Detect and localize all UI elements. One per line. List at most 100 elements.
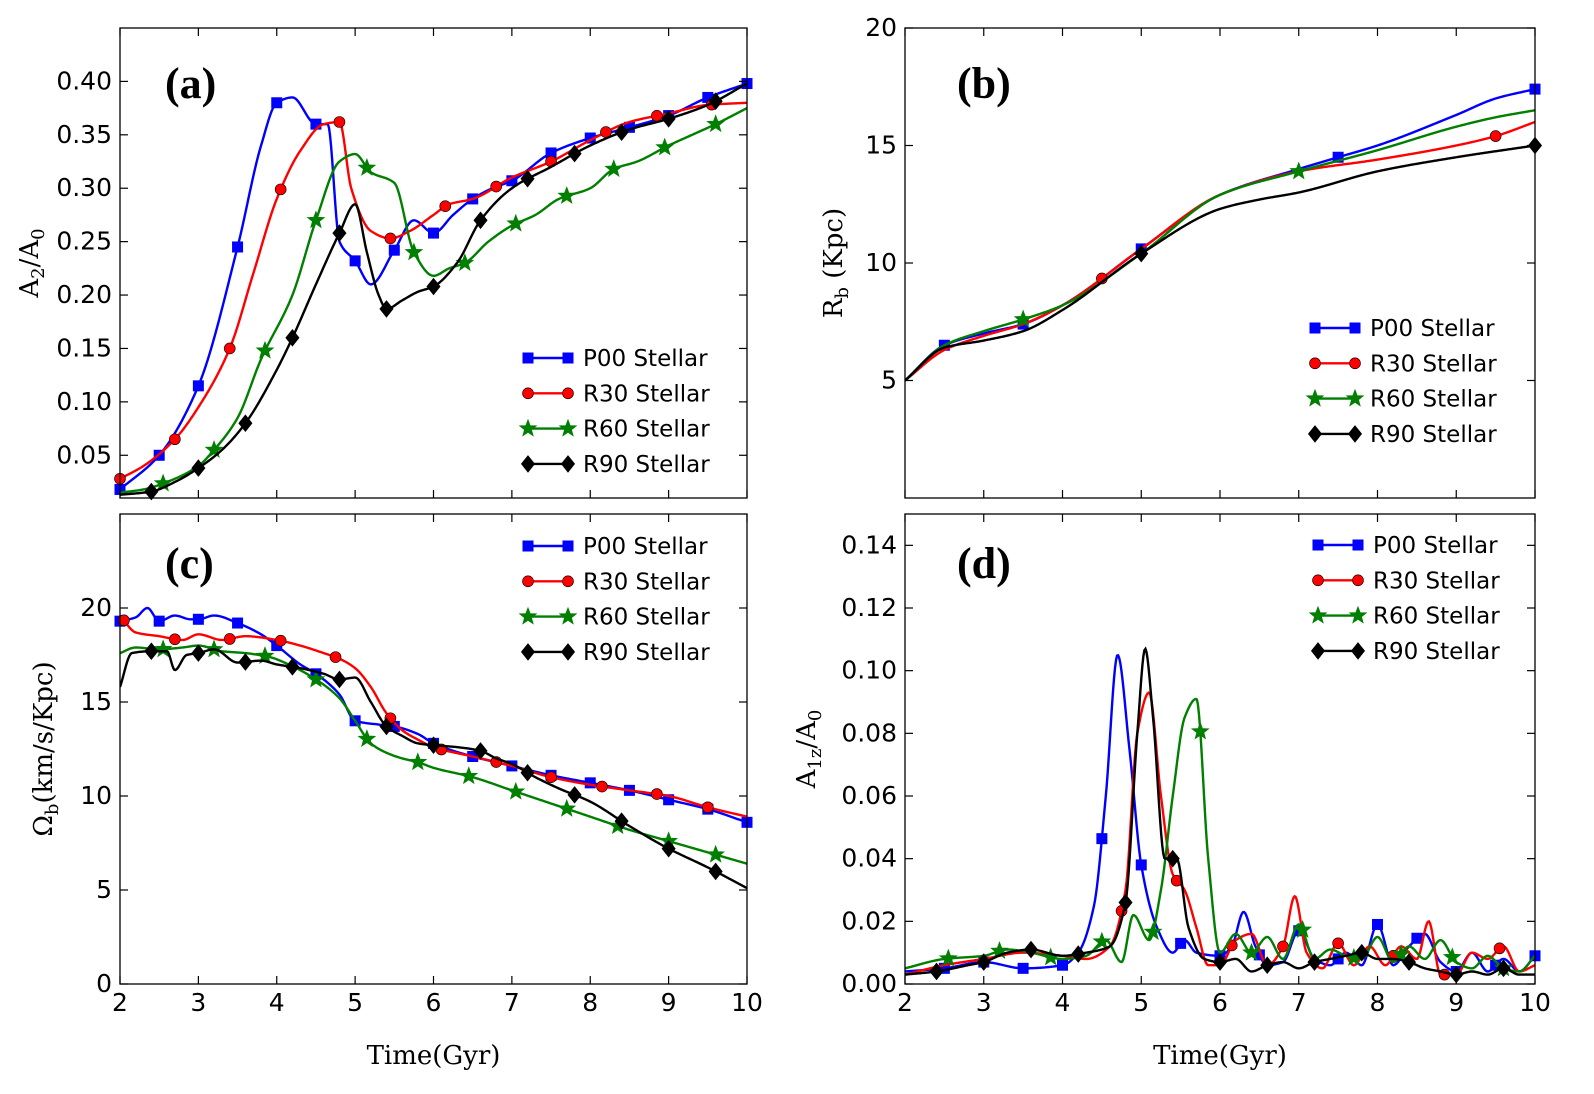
legend-entry: R90 Stellar <box>1307 422 1497 448</box>
data-point-d-p00 <box>1411 932 1423 944</box>
legend-label: R60 Stellar <box>1370 387 1497 413</box>
data-point-c-r30 <box>274 634 287 647</box>
data-point-a-r30 <box>333 116 346 128</box>
legend-label: P00 Stellar <box>1373 533 1498 559</box>
data-point-d-r90 <box>1165 849 1180 868</box>
series-line-c-r60 <box>120 644 747 865</box>
data-point-a-r60 <box>655 137 675 156</box>
y-axis-label-part: b <box>832 287 853 299</box>
legend-marker <box>562 352 574 364</box>
data-point-a-r30 <box>274 183 287 196</box>
series-line-d-r60 <box>905 697 1535 973</box>
data-point-d-p00 <box>1057 959 1068 971</box>
data-point-d-p00 <box>1175 937 1187 949</box>
data-point-d-r60 <box>1092 931 1112 950</box>
legend-marker <box>1345 388 1365 407</box>
y-tick-label: 0.02 <box>841 906 897 935</box>
y-tick-label: 15 <box>80 687 112 716</box>
data-point-a-r90 <box>285 328 300 347</box>
legend-marker <box>1312 539 1324 551</box>
data-point-d-r60 <box>1190 721 1210 740</box>
y-tick-label: 20 <box>865 13 897 42</box>
legend-marker <box>1305 388 1325 407</box>
data-point-a-r60 <box>706 114 726 133</box>
series-markers-d-r60 <box>938 721 1513 977</box>
data-point-d-r90 <box>1118 893 1133 912</box>
data-point-a-r60 <box>357 158 377 176</box>
data-point-a-r90 <box>661 109 676 128</box>
legend-marker <box>1349 322 1361 334</box>
data-point-c-r60 <box>408 752 428 771</box>
legend-marker <box>1308 605 1328 624</box>
data-point-a-r60 <box>506 213 526 232</box>
data-point-a-r60 <box>204 440 224 458</box>
data-point-c-r90 <box>661 839 676 858</box>
data-point-c-r90 <box>379 717 394 736</box>
y-tick-label: 0.40 <box>56 66 112 95</box>
legend-label: R60 Stellar <box>583 417 710 443</box>
legend-label: R90 Stellar <box>1373 639 1500 665</box>
series-line-d-r30 <box>905 691 1535 976</box>
data-point-a-r90 <box>520 169 535 188</box>
legend-entry: P00 Stellar <box>1312 533 1498 559</box>
y-axis-label: A1z/A0 <box>792 710 826 790</box>
x-tick-label: 5 <box>347 988 363 1017</box>
legend-marker <box>1309 357 1321 370</box>
data-point-a-r90 <box>708 92 723 111</box>
y-axis-label-part: 2 <box>28 267 49 278</box>
data-point-c-r60 <box>706 844 726 863</box>
data-point-d-r60 <box>1143 922 1163 940</box>
data-point-b-p00 <box>1332 151 1344 163</box>
data-point-d-r90 <box>1496 959 1511 978</box>
data-point-b-r90 <box>1134 244 1149 263</box>
series-markers-c-r30 <box>118 614 714 814</box>
data-point-a-r90 <box>473 211 488 230</box>
data-point-c-r90 <box>567 786 582 804</box>
data-point-a-r30 <box>651 110 663 122</box>
x-axis-label: Time(Gyr) <box>1153 1041 1287 1071</box>
legend-label: R30 Stellar <box>1370 351 1497 377</box>
legend-marker <box>558 606 578 625</box>
x-tick-label: 10 <box>731 988 763 1017</box>
legend-marker <box>562 575 574 588</box>
data-point-c-p00 <box>153 615 165 627</box>
y-tick-label: 5 <box>881 366 897 395</box>
data-point-c-r60 <box>357 729 377 748</box>
series-markers-a-r90 <box>144 92 723 501</box>
panel-label: (b) <box>957 59 1011 108</box>
y-tick-label: 0.25 <box>56 227 112 256</box>
panel-d: 0.00 0.02 0.04 0.06 0.08 0.10 0.12 0.14 2 3 4 5 6 7 8 9… <box>792 513 1551 1071</box>
legend-marker <box>520 455 536 473</box>
panel-label: (d) <box>957 539 1011 588</box>
y-axis-label-part: A <box>15 278 45 299</box>
y-tick-label: 0.00 <box>841 969 897 998</box>
data-point-c-r60 <box>306 669 326 688</box>
legend-entry: R60 Stellar <box>1308 604 1500 630</box>
legend-marker <box>1312 574 1324 587</box>
data-point-a-r90 <box>614 123 629 141</box>
x-tick-label: 10 <box>1519 988 1551 1017</box>
data-point-a-p00 <box>192 380 204 392</box>
series-line-a-r60 <box>120 107 747 494</box>
y-axis-label-part: (Kpc) <box>819 208 849 287</box>
legend-label: R30 Stellar <box>1373 568 1500 594</box>
legend-marker <box>518 606 538 625</box>
data-point-a-r60 <box>306 210 326 229</box>
data-point-d-r30 <box>1277 940 1289 953</box>
x-tick-label: 6 <box>1212 988 1228 1017</box>
data-point-a-r60 <box>604 159 624 177</box>
data-point-d-r60 <box>1442 947 1462 966</box>
legend-marker <box>1310 642 1326 660</box>
data-point-a-r60 <box>404 242 424 261</box>
data-point-a-r30 <box>490 180 503 193</box>
data-point-a-r30 <box>169 433 181 446</box>
data-point-c-r30 <box>702 801 714 814</box>
y-tick-label: 0.10 <box>56 387 112 416</box>
data-point-d-r30 <box>1332 937 1344 950</box>
legend-marker <box>1348 605 1368 624</box>
x-tick-label: 7 <box>1291 988 1307 1017</box>
data-point-c-r30 <box>545 771 557 784</box>
legend-marker <box>522 540 534 552</box>
